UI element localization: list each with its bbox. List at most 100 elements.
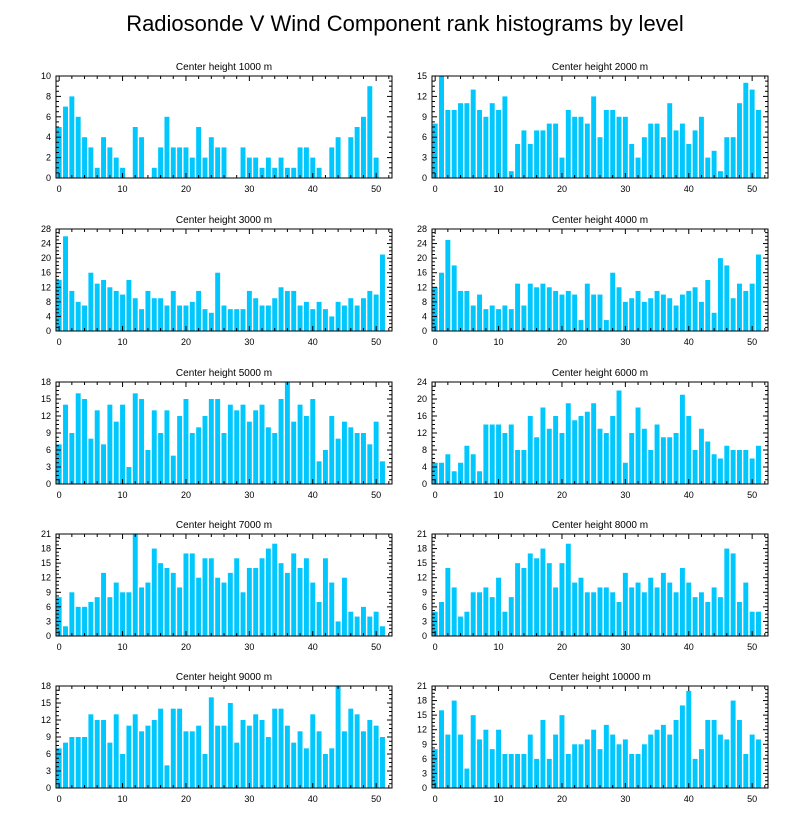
x-tick-label: 30 xyxy=(244,642,254,652)
bar xyxy=(483,116,489,178)
bar xyxy=(432,749,438,788)
bar xyxy=(284,382,290,484)
x-tick-label: 0 xyxy=(57,794,62,804)
bar xyxy=(221,582,227,636)
bar xyxy=(329,147,335,178)
bar xyxy=(660,437,666,484)
bar xyxy=(534,130,540,178)
bar xyxy=(432,123,438,178)
bar xyxy=(489,424,495,484)
bar xyxy=(572,744,578,788)
bar xyxy=(711,312,717,331)
figure-title: Radiosonde V Wind Component rank histogr… xyxy=(126,11,684,36)
bar xyxy=(603,587,609,636)
bar xyxy=(113,714,119,788)
bar xyxy=(578,320,584,331)
y-tick-label: 10 xyxy=(41,71,51,81)
x-tick-label: 30 xyxy=(244,184,254,194)
bar xyxy=(692,130,698,178)
bar xyxy=(126,280,132,331)
bar xyxy=(94,410,100,484)
y-tick-label: 9 xyxy=(46,587,51,597)
bar xyxy=(635,754,641,788)
bar xyxy=(477,592,483,636)
x-tick-label: 40 xyxy=(308,337,318,347)
bar xyxy=(259,167,265,178)
bar xyxy=(373,294,379,331)
x-tick-label: 30 xyxy=(620,794,630,804)
bar xyxy=(316,301,322,331)
bar xyxy=(521,754,527,788)
bar xyxy=(641,592,647,636)
y-tick-label: 21 xyxy=(417,681,427,691)
bar xyxy=(629,754,635,788)
bar xyxy=(177,708,183,788)
bar xyxy=(439,76,444,178)
bar xyxy=(303,147,309,178)
bar xyxy=(622,462,628,484)
x-tick-label: 50 xyxy=(747,337,757,347)
bar xyxy=(540,283,546,331)
bar xyxy=(215,399,221,484)
y-tick-label: 3 xyxy=(422,768,427,778)
bar xyxy=(521,450,527,484)
bar xyxy=(234,410,240,484)
bar xyxy=(348,611,354,636)
bar xyxy=(572,294,578,331)
bar xyxy=(221,305,227,331)
panel-title: Center height 5000 m xyxy=(176,368,272,379)
bar xyxy=(227,309,233,331)
x-tick-label: 30 xyxy=(620,337,630,347)
bar xyxy=(711,150,717,178)
bar xyxy=(730,553,736,636)
bar xyxy=(348,298,354,331)
bar xyxy=(126,467,132,484)
bar xyxy=(75,737,81,788)
bar xyxy=(183,731,189,788)
bar xyxy=(597,294,603,331)
panel-title: Center height 4000 m xyxy=(552,215,648,226)
bar xyxy=(458,616,463,636)
bar xyxy=(215,577,221,636)
bar xyxy=(303,748,309,788)
bar xyxy=(565,290,571,331)
bar xyxy=(202,416,208,484)
bar xyxy=(177,305,183,331)
bar xyxy=(151,167,157,178)
bar xyxy=(348,427,354,484)
x-tick-label: 50 xyxy=(747,642,757,652)
bar xyxy=(667,103,673,178)
bar xyxy=(234,558,240,636)
bar xyxy=(246,157,252,178)
bar xyxy=(673,592,679,636)
bar xyxy=(240,720,246,788)
x-tick-label: 20 xyxy=(557,337,567,347)
y-tick-label: 0 xyxy=(46,631,51,641)
bar xyxy=(265,305,271,331)
bar xyxy=(458,462,463,484)
bar xyxy=(445,110,451,178)
bar xyxy=(616,287,622,331)
bar xyxy=(673,720,679,788)
bar xyxy=(170,455,176,484)
bar xyxy=(540,548,546,636)
bar xyxy=(439,272,444,331)
bar xyxy=(101,444,107,484)
bar xyxy=(94,597,100,636)
bar xyxy=(196,290,202,331)
bar xyxy=(445,568,451,636)
bar xyxy=(272,433,278,484)
bar xyxy=(648,450,654,484)
bar xyxy=(126,592,132,636)
x-tick-label: 30 xyxy=(620,642,630,652)
bar xyxy=(265,548,271,636)
bar xyxy=(610,416,616,484)
bar xyxy=(521,568,527,636)
y-tick-label: 21 xyxy=(41,529,51,539)
bar xyxy=(610,110,616,178)
bar xyxy=(151,720,157,788)
bar xyxy=(272,543,278,636)
bar xyxy=(132,534,138,636)
bar xyxy=(445,734,451,788)
bar xyxy=(82,305,87,331)
